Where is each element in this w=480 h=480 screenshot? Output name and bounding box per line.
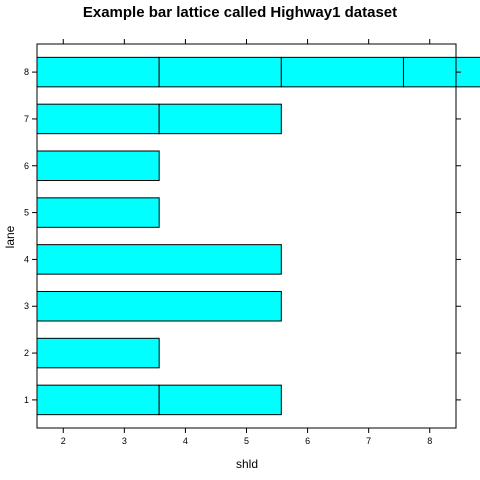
y-axis-label: lane xyxy=(3,225,17,248)
y-tick-label-7: 7 xyxy=(24,114,29,124)
x-tick-label-3: 3 xyxy=(122,436,127,446)
y-tick-label-3: 3 xyxy=(24,301,29,311)
bar-lane-8-seg-1 xyxy=(36,56,160,88)
bar-lane-7-seg-1 xyxy=(36,103,160,135)
y-tick-label-5: 5 xyxy=(24,208,29,218)
bars-group xyxy=(36,56,480,416)
x-tick-label-2: 2 xyxy=(61,436,66,446)
y-tick-label-2: 2 xyxy=(24,348,29,358)
bar-lane-3-seg-1 xyxy=(36,290,282,322)
bar-lane-4-seg-1 xyxy=(36,244,282,275)
chart-title: Example bar lattice called Highway1 data… xyxy=(83,4,397,21)
y-axis: 1 2 3 4 5 6 7 8 xyxy=(24,67,461,405)
bar-lane-5-seg-1 xyxy=(36,197,160,228)
y-tick-label-1: 1 xyxy=(24,395,29,405)
y-tick-label-8: 8 xyxy=(24,67,29,77)
bar-lane-6-seg-1 xyxy=(36,150,160,182)
x-tick-label-6: 6 xyxy=(305,436,310,446)
x-axis-label: shld xyxy=(236,457,258,471)
bar-lane-8-seg-3 xyxy=(280,56,404,88)
plot-panel xyxy=(36,43,457,429)
x-tick-label-8: 8 xyxy=(427,436,432,446)
bar-lane-7-seg-2 xyxy=(158,103,282,135)
bar-lane-8-seg-2 xyxy=(158,56,282,88)
bar-lane-1-seg-1 xyxy=(36,384,160,416)
bar-lane-8-seg-4 xyxy=(402,56,480,88)
bar-lane-2-seg-1 xyxy=(36,337,160,369)
x-axis: 2 3 4 5 6 7 8 xyxy=(61,39,432,446)
x-tick-label-7: 7 xyxy=(366,436,371,446)
y-tick-label-6: 6 xyxy=(24,161,29,171)
x-tick-label-5: 5 xyxy=(244,436,249,446)
x-tick-label-4: 4 xyxy=(183,436,188,446)
y-tick-label-4: 4 xyxy=(24,254,29,264)
bar-lane-1-seg-2 xyxy=(158,384,282,416)
